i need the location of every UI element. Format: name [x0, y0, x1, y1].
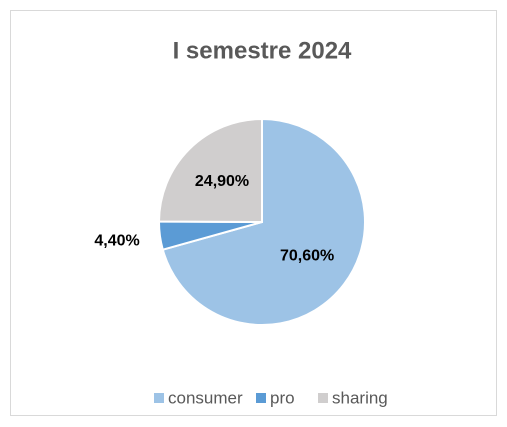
chart-title: I semestre 2024 — [173, 37, 352, 64]
legend-label: sharing — [332, 388, 388, 407]
legend-label: pro — [270, 388, 295, 407]
legend-swatch — [154, 393, 164, 403]
data-label: 4,40% — [94, 233, 139, 250]
data-label: 24,90% — [195, 173, 249, 190]
legend-swatch — [256, 393, 266, 403]
legend-swatch — [318, 393, 328, 403]
pie-slice — [157, 117, 263, 224]
legend-label: consumer — [168, 388, 243, 407]
data-label: 70,60% — [280, 247, 334, 264]
pie-slice — [161, 117, 366, 326]
